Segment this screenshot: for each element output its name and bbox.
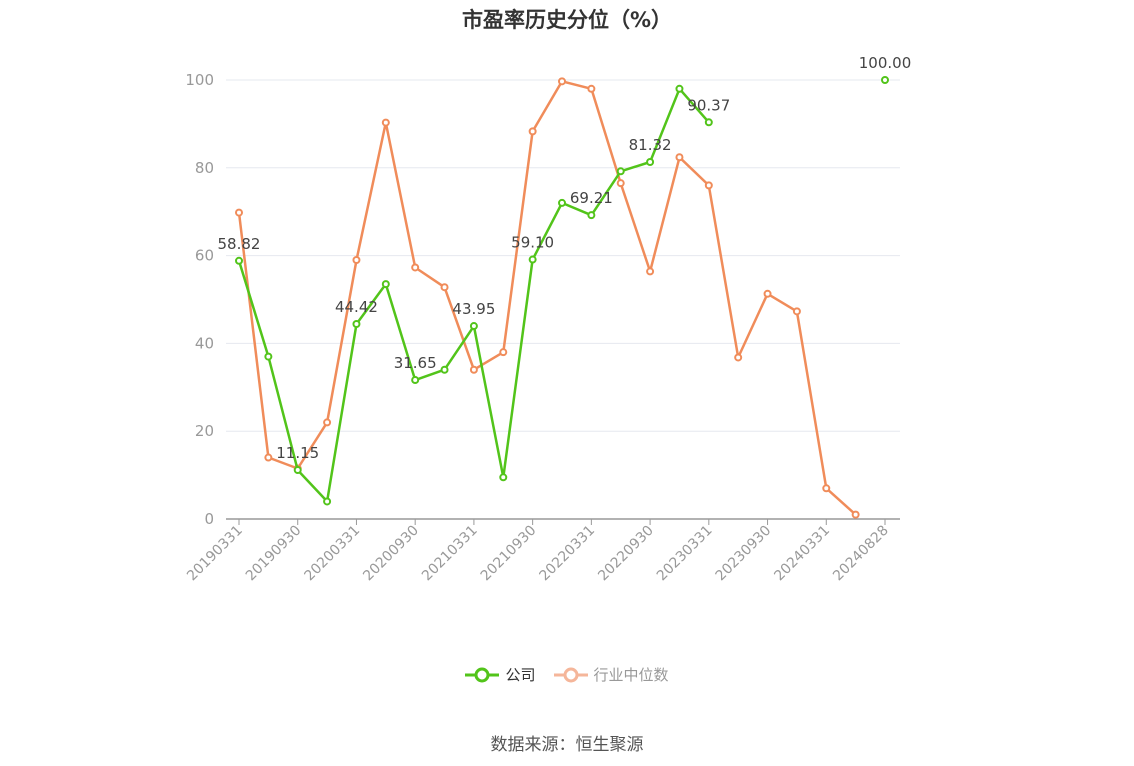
data-point-company (264, 352, 273, 361)
data-point-industry-median (792, 307, 801, 316)
legend-item-company[interactable]: 公司 (465, 664, 536, 685)
data-point-company (469, 322, 478, 331)
data-label: 81.32 (629, 136, 672, 154)
x-tick-label: 20210331 (419, 523, 481, 585)
data-point-industry-median (646, 267, 655, 276)
data-point-industry-median (440, 283, 449, 292)
data-point-company (587, 211, 596, 220)
y-tick-label: 0 (204, 510, 214, 528)
data-point-industry-median (499, 348, 508, 357)
data-point-industry-median (264, 453, 273, 462)
data-point-company (293, 466, 302, 475)
y-tick-label: 60 (195, 247, 214, 265)
y-tick-label: 80 (195, 159, 214, 177)
x-tick-label: 20240331 (771, 523, 833, 585)
x-tick-label: 20190930 (243, 523, 305, 585)
data-point-industry-median (528, 127, 537, 136)
x-tick-label: 20200930 (360, 523, 422, 585)
data-point-company (235, 256, 243, 265)
data-point-company (352, 319, 361, 328)
data-point-industry-median (763, 289, 772, 298)
data-point-industry-median (851, 510, 860, 519)
data-point-industry-median (704, 181, 713, 190)
series-line-industry-median (237, 80, 857, 516)
legend-label-industry-median: 行业中位数 (593, 666, 669, 684)
data-point-industry-median (558, 77, 566, 86)
data-label: 43.95 (452, 300, 495, 318)
data-point-company (440, 365, 449, 374)
data-source-note: 数据来源：恒生聚源 (490, 735, 644, 755)
x-tick-label: 20230331 (654, 523, 716, 585)
data-point-company (675, 84, 684, 93)
x-tick-label: 20220331 (536, 523, 598, 585)
data-point-company (558, 198, 566, 207)
data-point-company (528, 255, 537, 264)
data-label: 11.15 (276, 444, 319, 462)
x-tick-label: 20210930 (478, 523, 540, 585)
y-tick-label: 100 (185, 71, 214, 89)
data-point-industry-median (587, 84, 596, 93)
legend-item-industry-median[interactable]: 行业中位数 (553, 664, 669, 685)
data-point-company (616, 167, 625, 176)
data-point-industry-median (675, 153, 684, 162)
data-point-company (323, 497, 332, 506)
data-label: 59.10 (511, 234, 554, 252)
data-point-industry-median (411, 263, 420, 272)
y-tick-label: 40 (195, 334, 214, 352)
data-label: 44.42 (335, 298, 378, 316)
data-label: 90.37 (687, 96, 730, 114)
data-point-company (646, 158, 655, 167)
legend-label-company: 公司 (505, 666, 536, 684)
data-point-industry-median (734, 353, 743, 362)
x-tick-label: 20220930 (595, 523, 657, 585)
x-tick-label: 20240828 (830, 523, 892, 585)
data-label: 31.65 (394, 354, 437, 372)
y-tick-label: 20 (195, 422, 214, 440)
data-point-company (381, 280, 390, 289)
chart-title: 市盈率历史分位（%） (461, 8, 673, 32)
data-point-company (411, 376, 420, 385)
legend-swatch-company-icon (465, 667, 500, 682)
data-point-company (704, 118, 713, 127)
data-point-industry-median (381, 118, 390, 127)
data-point-industry-median (235, 208, 243, 217)
chart-legend: 公司 行业中位数 (0, 664, 1134, 685)
series-line-company (239, 80, 885, 501)
data-point-industry-median (323, 418, 332, 427)
data-point-industry-median (822, 484, 831, 493)
data-point-industry-median (469, 365, 478, 374)
data-point-company (499, 473, 508, 482)
data-label: 69.21 (570, 189, 613, 207)
data-point-industry-median (616, 179, 625, 188)
data-point-industry-median (352, 255, 361, 264)
data-point-company (881, 76, 889, 84)
legend-swatch-industry-median-icon (553, 667, 588, 682)
data-label: 100.00 (859, 54, 912, 72)
x-tick-label: 20230930 (713, 523, 775, 585)
x-tick-label: 20190331 (184, 523, 246, 585)
x-tick-label: 20200331 (302, 523, 364, 585)
data-label: 58.82 (218, 235, 261, 253)
